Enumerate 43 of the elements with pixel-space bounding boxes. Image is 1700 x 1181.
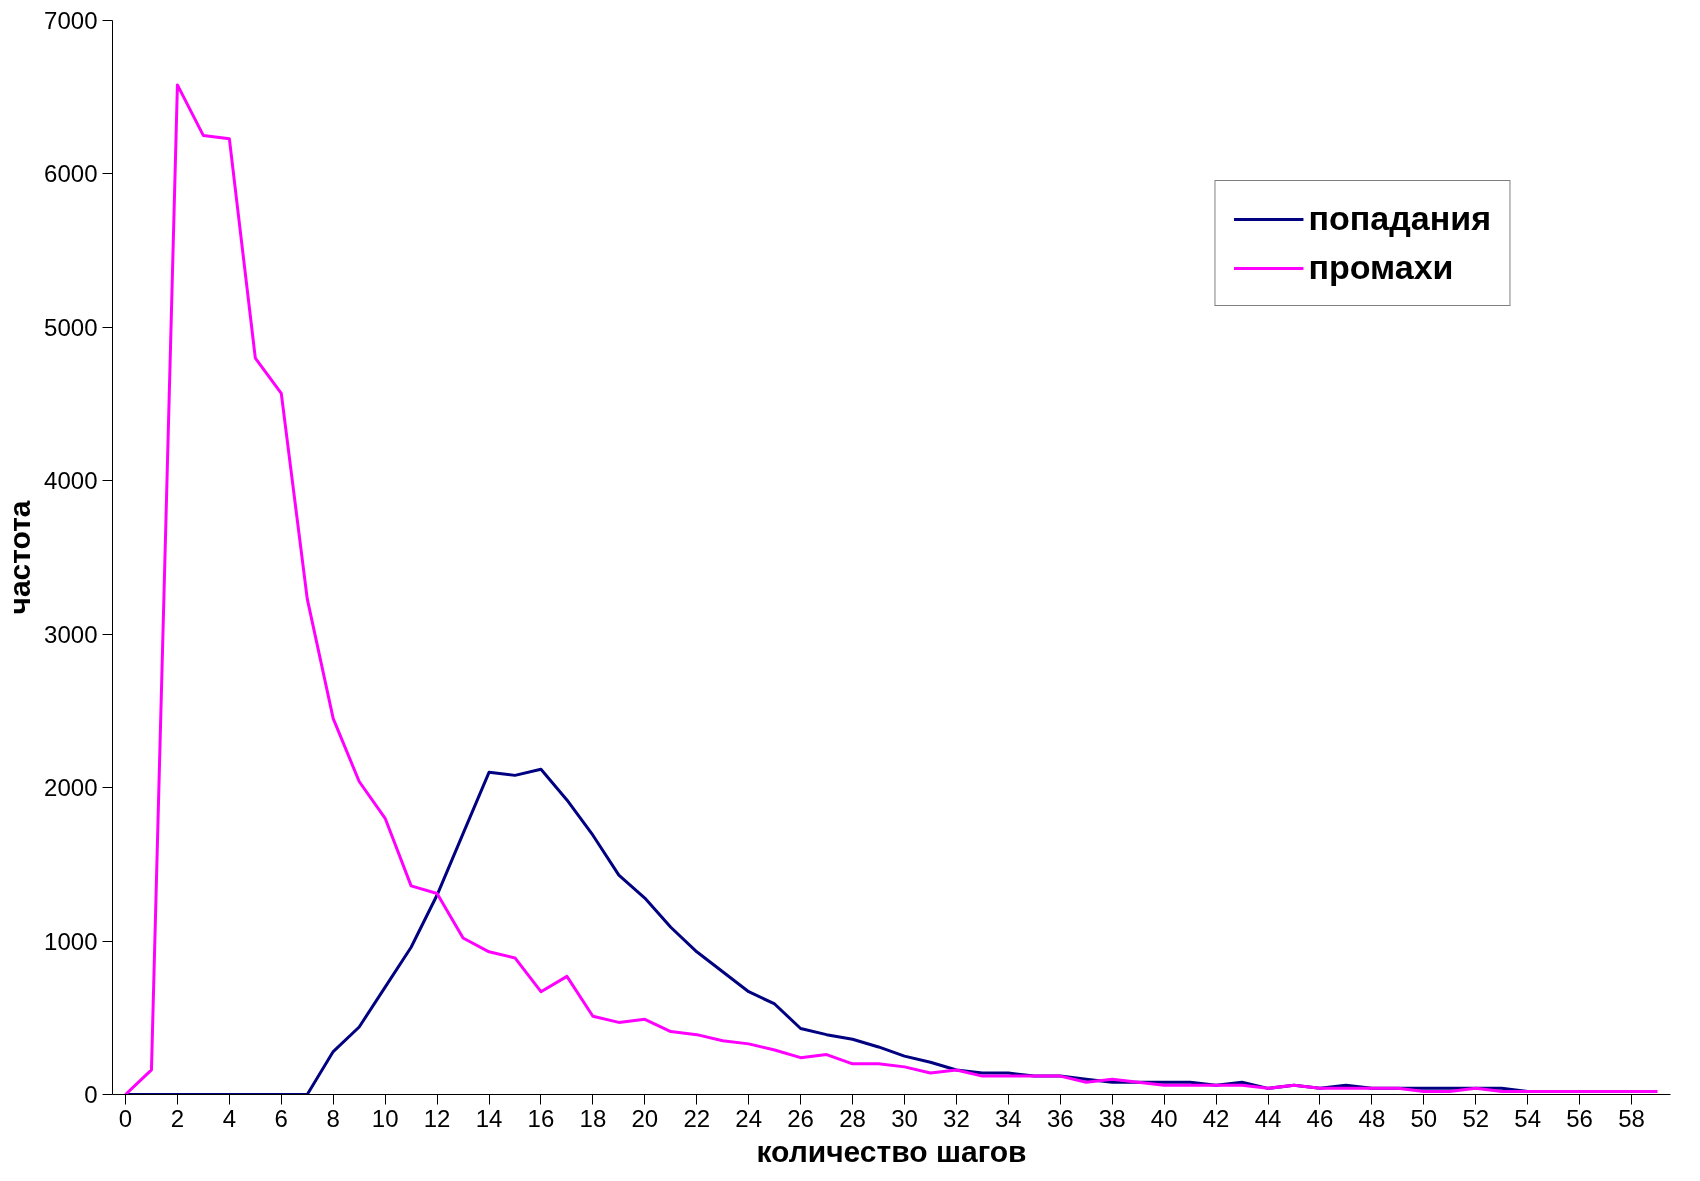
y-tick-label: 6000	[44, 160, 98, 188]
y-tick-label: 7000	[44, 7, 98, 34]
y-tick-label: 5000	[44, 313, 98, 341]
x-tick-label: 58	[1618, 1104, 1645, 1132]
x-tick-label: 42	[1202, 1104, 1230, 1132]
x-tick-label: 20	[631, 1104, 659, 1132]
x-tick-label: 54	[1514, 1104, 1542, 1132]
x-tick-label: 40	[1150, 1104, 1178, 1132]
x-tick-label: 38	[1098, 1104, 1126, 1132]
x-tick-label: 32	[943, 1104, 970, 1132]
x-tick-label: 12	[423, 1104, 451, 1132]
x-tick-label: 36	[1046, 1104, 1074, 1132]
y-tick-label: 3000	[44, 620, 98, 648]
x-tick-label: 4	[222, 1104, 237, 1132]
x-tick-label: 18	[579, 1104, 607, 1132]
x-axis-title: количество шагов	[756, 1134, 1027, 1168]
x-tick-label: 24	[735, 1104, 763, 1132]
y-tick-label: 0	[84, 1081, 98, 1108]
legend-label: промахи	[1308, 248, 1454, 287]
x-tick-label: 14	[475, 1104, 503, 1132]
x-tick-label: 6	[274, 1104, 288, 1132]
x-tick-label: 16	[527, 1104, 555, 1132]
x-tick-label: 46	[1306, 1104, 1334, 1132]
y-tick-label: 4000	[44, 467, 98, 495]
legend-label: попадания	[1308, 199, 1491, 238]
x-tick-label: 52	[1462, 1104, 1490, 1132]
x-tick-label: 22	[683, 1104, 711, 1132]
x-tick-label: 48	[1358, 1104, 1386, 1132]
x-tick-label: 2	[170, 1104, 185, 1132]
x-tick-label: 0	[118, 1104, 133, 1132]
x-tick-label: 26	[787, 1104, 814, 1132]
x-tick-label: 8	[326, 1104, 340, 1132]
x-tick-label: 56	[1566, 1104, 1593, 1132]
y-tick-label: 2000	[44, 774, 98, 802]
x-tick-label: 34	[995, 1104, 1022, 1132]
x-tick-label: 28	[839, 1104, 866, 1132]
x-tick-label: 10	[371, 1104, 399, 1132]
line-series	[123, 83, 1660, 1095]
x-tick-label: 50	[1410, 1104, 1438, 1132]
y-axis-title: частота	[3, 500, 37, 615]
x-tick-label: 30	[891, 1104, 918, 1132]
x-tick-label: 44	[1254, 1104, 1282, 1132]
y-tick-label: 1000	[44, 927, 98, 955]
